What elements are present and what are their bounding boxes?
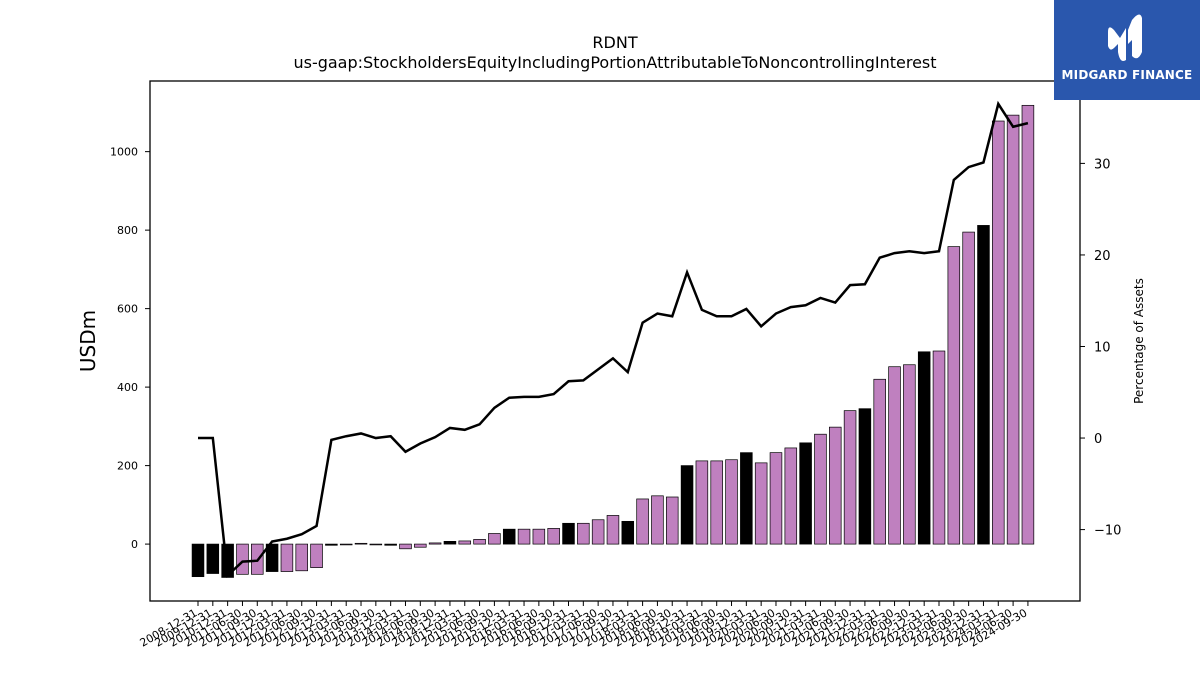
bar-2023-12-31 — [977, 225, 990, 545]
y-axis-label: USDm — [76, 310, 100, 372]
percentage-line — [198, 100, 1029, 578]
y-tick-label: 600 — [117, 303, 138, 316]
y-tick-label: 200 — [117, 460, 138, 473]
bar-2018-09-30 — [665, 496, 679, 545]
bar-2024-06-30 — [1006, 114, 1020, 545]
bar-2016-06-30 — [532, 528, 546, 545]
bar-2018-12-31 — [680, 465, 694, 545]
chart-title: RDNT — [592, 33, 637, 52]
bar-2021-12-31 — [858, 408, 872, 545]
bar-2024-09-30 — [1021, 104, 1035, 545]
y-tick-label: 400 — [117, 381, 138, 394]
logo-badge: MIDGARD FINANCE — [1054, 0, 1200, 100]
y2-ticks-group: −10 0 10 20 30 — [1080, 157, 1121, 539]
logo-text: MIDGARD FINANCE — [1061, 68, 1193, 82]
bar-2015-09-30 — [488, 533, 501, 545]
bar-2020-06-30 — [769, 452, 783, 545]
bar-2019-12-31 — [740, 452, 753, 545]
bar-2011-06-30 — [236, 543, 249, 575]
bar-2013-12-31 — [384, 543, 397, 546]
bar-2022-06-30 — [888, 366, 901, 545]
bars-group — [191, 104, 1035, 578]
bar-2023-03-31 — [932, 350, 946, 545]
bar-2020-12-31 — [799, 442, 812, 545]
bar-2013-03-31 — [339, 543, 353, 546]
bar-2014-03-31 — [399, 543, 412, 550]
bar-2017-03-31 — [577, 522, 590, 545]
bar-2020-03-31 — [754, 462, 768, 545]
bar-2008-12-31 — [191, 543, 205, 578]
bar-2012-09-30 — [310, 543, 323, 568]
bar-2021-09-30 — [843, 410, 857, 545]
bar-2015-12-31 — [502, 528, 516, 545]
bar-2022-03-31 — [873, 378, 886, 545]
bar-2016-12-31 — [562, 522, 575, 545]
y2-tick-label: 0 — [1094, 432, 1102, 447]
bar-2022-12-31 — [917, 351, 931, 545]
y-ticks-group: 0 200 400 600 800 1000 — [110, 146, 150, 551]
bar-2015-03-31 — [458, 540, 472, 545]
bar-2017-12-31 — [621, 520, 635, 545]
bar-2012-06-30 — [295, 543, 308, 572]
bar-2011-12-31 — [265, 543, 279, 572]
bar-2022-09-30 — [903, 364, 916, 545]
bar-2013-06-30 — [354, 542, 368, 545]
bar-2012-12-31 — [325, 543, 338, 546]
bar-2018-06-30 — [651, 495, 664, 545]
bar-2019-09-30 — [725, 459, 738, 545]
bar-2019-03-31 — [695, 460, 709, 545]
y2-tick-label: 30 — [1094, 157, 1111, 172]
bar-2021-06-30 — [829, 426, 842, 545]
y2-tick-label: −10 — [1094, 524, 1121, 539]
y2-tick-label: 10 — [1094, 340, 1111, 355]
bar-2023-06-30 — [947, 246, 961, 545]
bar-2017-09-30 — [606, 515, 620, 545]
y2-tick-label: 20 — [1094, 249, 1111, 264]
bar-2013-09-30 — [369, 543, 383, 546]
bar-2014-12-31 — [443, 540, 457, 545]
bar-2015-06-30 — [473, 539, 486, 545]
bar-2019-06-30 — [710, 460, 723, 545]
y-tick-label: 800 — [117, 224, 138, 237]
y-tick-label: 1000 — [110, 146, 138, 159]
y-tick-label: 0 — [131, 538, 138, 551]
bar-2021-03-31 — [814, 433, 827, 545]
bar-2020-09-30 — [784, 447, 798, 545]
bar-2017-06-30 — [591, 519, 605, 545]
plot-frame — [149, 80, 1081, 602]
bar-2016-03-31 — [517, 528, 531, 545]
line-group — [198, 100, 1029, 578]
midgard-logo-icon — [1108, 14, 1142, 61]
y2-axis-label: Percentage of Assets — [1132, 278, 1146, 404]
bar-2024-03-31 — [992, 120, 1005, 545]
bar-2010-12-31 — [221, 543, 234, 578]
bar-2012-03-31 — [280, 543, 294, 572]
chart-subtitle: us-gaap:StockholdersEquityIncludingPorti… — [293, 53, 936, 72]
bar-2009-12-31 — [206, 543, 220, 574]
bar-2014-09-30 — [428, 542, 442, 545]
bar-2023-09-30 — [962, 231, 975, 545]
bar-2014-06-30 — [414, 543, 427, 548]
x-ticks-group: 2008-12-312009-12-312010-12-312011-06-30… — [138, 601, 1029, 650]
bar-2018-03-31 — [636, 498, 649, 545]
bar-2016-09-30 — [547, 528, 560, 545]
